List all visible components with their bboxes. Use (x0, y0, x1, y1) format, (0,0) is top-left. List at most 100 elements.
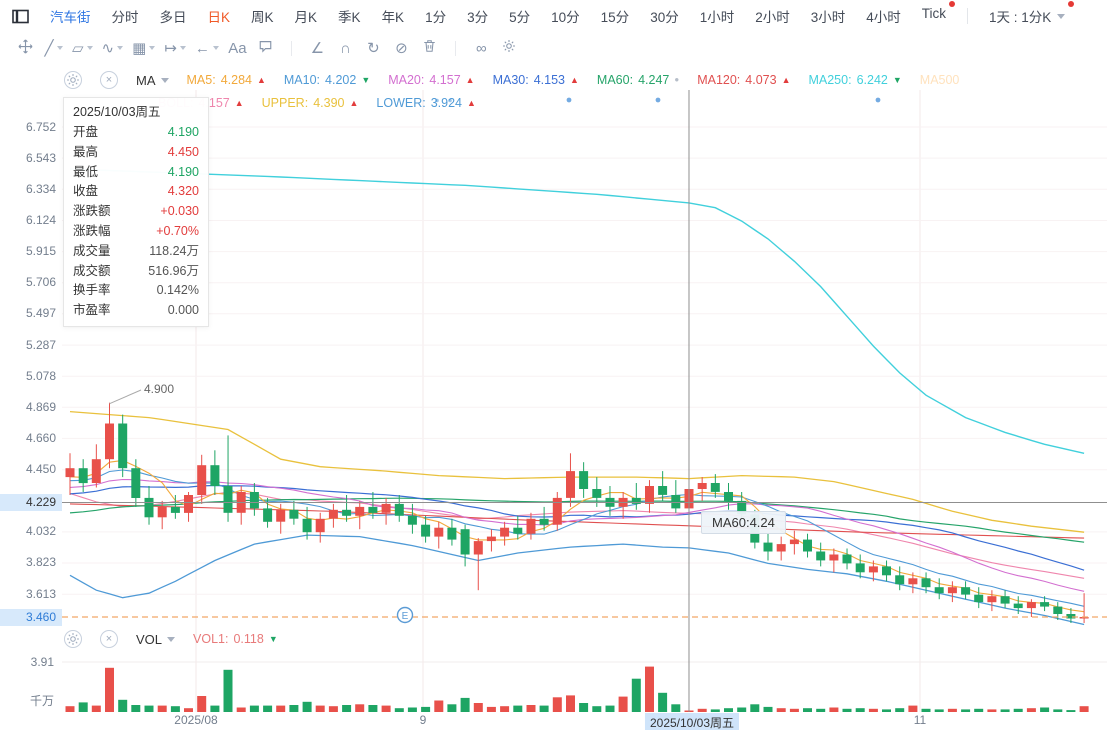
text-tool[interactable]: Aa (228, 40, 247, 57)
ma20-line (69, 478, 1085, 592)
trend-down-icon: ▼ (361, 74, 371, 85)
earnings-event-letter: E (402, 611, 409, 622)
hide-drawings-tool[interactable]: ⊘ (392, 39, 411, 57)
trend-line-tool-icon: ╱ (44, 40, 54, 57)
angle-tool[interactable]: ∠ (308, 39, 327, 57)
tab-30分[interactable]: 30分 (650, 10, 679, 25)
tooltip-date: 2025/10/03周五 (73, 105, 161, 119)
indicator-label: MA5: (186, 73, 216, 87)
price-tick: 4.229 (0, 494, 62, 512)
tab-1分[interactable]: 1分 (425, 10, 447, 25)
wave-tool[interactable]: ∿ (102, 39, 124, 57)
tab-分时[interactable]: 分时 (111, 10, 139, 25)
ma10-line (69, 469, 1085, 607)
time-tick: 2025/10/03周五 (644, 713, 740, 730)
tab-周K[interactable]: 周K (251, 10, 274, 25)
tab-15分[interactable]: 15分 (600, 10, 630, 25)
indicator-value-upper: UPPER: 4.390 ▲ (262, 96, 359, 110)
indicator-close-icon[interactable]: × (100, 71, 118, 89)
trend-down-icon: ▼ (892, 74, 902, 85)
tab-3分[interactable]: 3分 (467, 10, 489, 25)
shape-tool-icon: ▱ (72, 40, 84, 57)
price-tick: 6.124 (25, 212, 56, 227)
indicator-settings-icon[interactable] (64, 71, 82, 89)
indicator-value-ma500: MA500 (920, 73, 960, 87)
ma-indicator-name[interactable]: MA (136, 73, 169, 88)
main-chart-canvas[interactable]: E (0, 64, 1107, 730)
tab-10分[interactable]: 10分 (551, 10, 580, 25)
tab-3小时[interactable]: 3小时 (810, 10, 846, 25)
move-tool[interactable] (16, 39, 35, 58)
tab-1小时[interactable]: 1小时 (699, 10, 735, 25)
delete-drawings-tool-icon (423, 39, 436, 57)
indicator-value-ma60: MA60: 4.247 ● (597, 73, 679, 87)
indicator-value-ma10: MA10: 4.202 ▼ (284, 73, 370, 87)
price-tick: 4.660 (25, 430, 56, 445)
comment-tool-icon (258, 39, 273, 57)
ma120-line (69, 503, 1085, 539)
event-dot (655, 97, 661, 103)
move-tool-icon (18, 39, 33, 58)
chevron-down-icon (1057, 13, 1066, 19)
comment-tool[interactable] (256, 39, 275, 57)
price-tick: 3.460 (0, 608, 62, 626)
tab-Tick[interactable]: Tick (922, 1, 956, 26)
vol-indicator-name[interactable]: VOL (136, 632, 176, 647)
symbol-name[interactable]: 汽车街 (50, 10, 91, 25)
event-dot (448, 98, 452, 103)
settings-tool[interactable] (500, 39, 519, 57)
indicator-label: VOL1: (193, 632, 229, 646)
period-selector[interactable]: 1天 : 1分K (989, 1, 1075, 26)
window-layout-icon[interactable] (12, 9, 29, 24)
magnet-tool[interactable]: ∩ (336, 40, 355, 57)
tab-2小时[interactable]: 2小时 (755, 10, 790, 25)
tab-5分[interactable]: 5分 (509, 10, 531, 25)
toolbar-divider (290, 40, 292, 56)
boll-upper-line (69, 410, 1085, 533)
text-tool-icon: Aa (228, 39, 247, 57)
indicator-label: MA250: (808, 73, 852, 87)
ohlc-tooltip: 2025/10/03周五 开盘 4.190 最高 4.450 最低 4.190 收盘 4.32… (63, 97, 209, 327)
price-tick: 6.752 (25, 119, 56, 134)
measure-tool-icon: ↦ (164, 40, 177, 57)
trend-line-tool[interactable]: ╱ (44, 39, 63, 57)
event-dot (875, 97, 881, 103)
chevron-down-icon (179, 46, 186, 50)
replay-tool[interactable]: ↻ (364, 39, 383, 57)
ma5-line (69, 459, 1085, 613)
indicator-settings-icon[interactable] (64, 630, 82, 648)
measure-tool[interactable]: ↦ (164, 39, 186, 57)
indicator-number: 4.284 (220, 73, 252, 87)
compare-tool[interactable]: ∞ (472, 40, 491, 57)
gann-tool[interactable]: ▦ (132, 39, 156, 57)
topbar-divider (967, 8, 969, 24)
trend-up-icon: ▲ (781, 74, 791, 85)
price-tick: 3.613 (25, 586, 56, 601)
magnet-tool-icon: ∩ (340, 39, 351, 57)
tab-日K[interactable]: 日K (207, 10, 231, 25)
event-dot (566, 97, 572, 103)
chevron-down-icon (212, 46, 219, 50)
time-tick: 2025/08 (174, 713, 218, 727)
trend-up-icon: ▲ (466, 97, 476, 108)
tab-年K[interactable]: 年K (381, 10, 405, 25)
notification-dot (1068, 1, 1075, 7)
tab-月K[interactable]: 月K (294, 10, 318, 25)
shape-tool[interactable]: ▱ (72, 39, 93, 57)
arrow-tool[interactable]: ← (195, 40, 219, 57)
tab-季K[interactable]: 季K (338, 10, 361, 25)
ma250-line (69, 168, 1085, 454)
tab-4小时[interactable]: 4小时 (866, 10, 901, 25)
indicator-number: 0.118 (233, 632, 264, 646)
indicator-label: MA500 (919, 73, 960, 87)
tooltip-row: 换手率 0.142% (73, 283, 199, 298)
indicator-value-ma250: MA250: 6.242 ▼ (808, 73, 901, 87)
indicator-close-icon[interactable]: × (100, 630, 118, 648)
period-selector-label: 1天 : 1分K (989, 10, 1052, 25)
delete-drawings-tool[interactable] (420, 39, 439, 57)
chevron-down-icon (160, 77, 169, 83)
chevron-down-icon (56, 46, 63, 50)
indicator-value-ma20: MA20: 4.157 ▲ (388, 73, 474, 87)
tab-多日[interactable]: 多日 (159, 10, 187, 25)
tooltip-row: 最高 4.450 (73, 144, 199, 159)
